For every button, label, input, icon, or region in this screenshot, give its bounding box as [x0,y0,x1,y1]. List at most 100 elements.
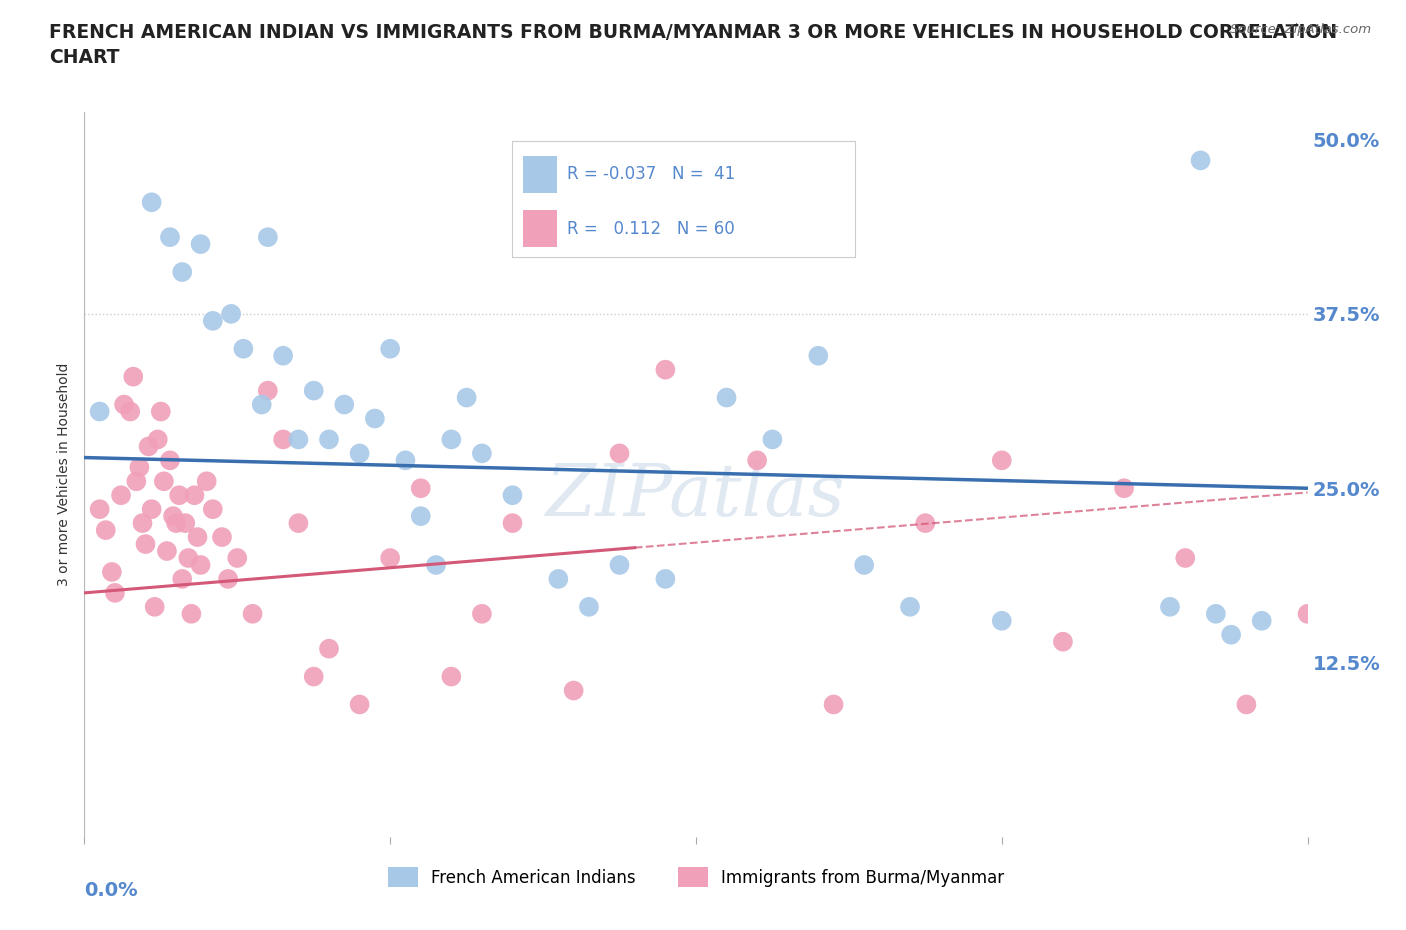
Point [471,446,494,461]
Point [409,481,432,496]
Point [1114,481,1136,496]
Point [609,558,631,573]
Point [174,516,197,531]
Point [257,383,280,398]
Point [898,600,921,615]
Point [716,391,738,405]
Point [146,432,169,447]
Point [138,439,160,454]
Point [219,307,242,322]
Point [1358,571,1381,587]
Point [654,571,676,587]
Point [112,397,135,412]
Point [654,363,676,378]
Point [149,405,172,419]
Point [190,558,212,573]
Text: ZIPatlas: ZIPatlas [546,460,846,531]
Point [122,369,145,384]
Text: FRENCH AMERICAN INDIAN VS IMMIGRANTS FROM BURMA/MYANMAR 3 OR MORE VEHICLES IN HO: FRENCH AMERICAN INDIAN VS IMMIGRANTS FRO… [49,23,1337,67]
Point [156,544,179,559]
Point [165,516,187,531]
Point [1052,634,1074,649]
Point [747,453,769,468]
Point [1250,614,1272,629]
Point [318,432,340,447]
Point [1236,698,1258,712]
Y-axis label: 3 or more Vehicles in Household: 3 or more Vehicles in Household [58,363,72,586]
Point [364,411,387,426]
Point [226,551,249,565]
Point [195,474,218,489]
Point [183,488,205,503]
Point [271,349,294,364]
Point [302,670,325,684]
Point [89,502,111,517]
Point [761,432,783,447]
Point [1159,600,1181,615]
Point [143,600,166,615]
Point [1205,606,1227,621]
Point [110,488,132,503]
Point [125,474,148,489]
Point [823,698,845,712]
Point [120,405,142,419]
Point [167,488,190,503]
Point [201,313,224,328]
Point [394,453,416,468]
Point [271,432,294,447]
Point [159,453,181,468]
Point [302,383,325,398]
Legend: French American Indians, Immigrants from Burma/Myanmar: French American Indians, Immigrants from… [381,860,1011,894]
Point [318,642,340,657]
Point [991,614,1014,629]
Point [128,460,150,475]
Point [914,516,936,531]
Point [104,586,127,601]
Point [201,502,224,517]
Point [172,265,194,280]
Point [159,230,181,245]
Point [89,405,111,419]
Point [409,509,432,524]
Point [425,558,447,573]
Point [502,516,524,531]
Point [380,551,402,565]
Point [190,237,212,252]
Point [333,397,356,412]
Text: 0.0%: 0.0% [84,881,138,899]
Point [807,349,830,364]
Point [250,397,273,412]
Point [135,537,157,551]
Point [172,571,194,587]
Point [349,698,371,712]
Point [1189,153,1212,168]
Point [242,606,264,621]
Point [440,432,463,447]
Point [349,446,371,461]
Point [101,565,124,579]
Point [177,551,200,565]
Text: Source: ZipAtlas.com: Source: ZipAtlas.com [1230,23,1371,36]
Point [502,488,524,503]
Point [141,195,163,210]
Point [609,446,631,461]
Point [1220,628,1243,643]
Point [1174,551,1197,565]
Point [141,502,163,517]
Point [287,432,309,447]
Point [287,516,309,531]
Point [380,341,402,356]
Point [153,474,176,489]
Point [217,571,239,587]
Point [578,600,600,615]
Point [186,530,208,545]
Point [562,684,585,698]
Point [853,558,876,573]
Point [991,453,1014,468]
Point [440,670,463,684]
Point [162,509,184,524]
Point [211,530,233,545]
Point [94,523,117,538]
Point [180,606,202,621]
Point [547,571,569,587]
